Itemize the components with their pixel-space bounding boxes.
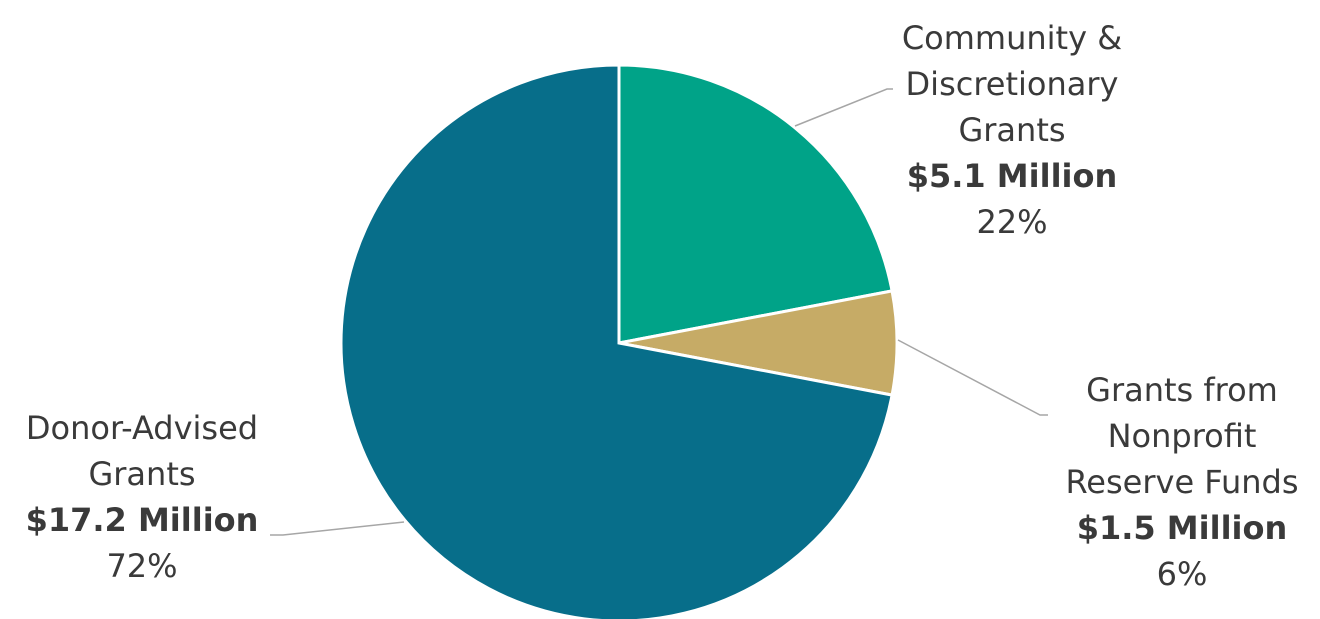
slice-label-line: Nonprofit [1108,417,1257,455]
slice-label-3: Donor-Advised Grants $17.2 Million 72% [26,409,259,585]
pie-slice-3 [339,63,894,619]
slice-label-2: Grants from Nonprofit Reserve Funds $1.5 Mi… [1066,371,1299,593]
slice-label-line: Grants [88,455,195,493]
slice-percent: 6% [1157,555,1208,593]
pie-slices [339,63,899,619]
leader-lines [270,88,1048,536]
slice-label-1: Community & Discretionary Grants $5.1 Milli… [902,19,1122,241]
leader-line-1 [794,88,893,127]
slice-percent: 72% [106,547,177,585]
slice-percent: 22% [976,203,1047,241]
slice-label-line: Donor-Advised [26,409,258,447]
leader-line-2 [897,339,1048,416]
slice-label-line: Grants [958,111,1065,149]
leader-line-3 [270,521,405,536]
slice-amount: $1.5 Million [1077,509,1288,547]
slice-amount: $5.1 Million [907,157,1118,195]
slice-label-line: Grants from [1086,371,1278,409]
slice-label-line: Community & [902,19,1122,57]
slice-label-line: Reserve Funds [1066,463,1299,501]
slice-amount: $17.2 Million [26,501,259,539]
pie-slice-1 [617,63,894,345]
slice-label-line: Discretionary [906,65,1119,103]
slice-labels: Community & Discretionary Grants $5.1 Milli… [26,19,1299,593]
